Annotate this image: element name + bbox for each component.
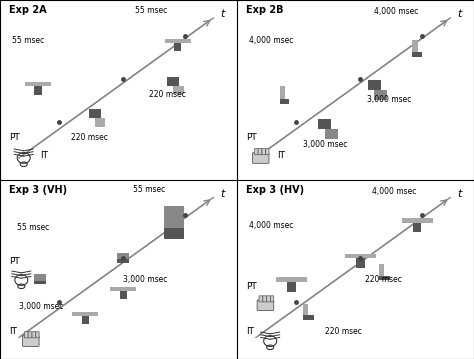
Bar <box>118 259 129 263</box>
Text: 220 msec: 220 msec <box>365 275 402 284</box>
Bar <box>412 52 422 57</box>
Text: t: t <box>220 9 225 19</box>
FancyBboxPatch shape <box>257 300 274 311</box>
Text: IT: IT <box>40 151 48 160</box>
Bar <box>25 82 51 86</box>
Bar <box>167 77 179 86</box>
FancyBboxPatch shape <box>36 332 39 338</box>
Bar <box>35 274 46 284</box>
Bar <box>164 228 183 239</box>
Text: 3,000 msec: 3,000 msec <box>123 275 168 284</box>
Text: t: t <box>457 189 462 199</box>
Bar <box>413 223 421 233</box>
Bar <box>368 80 381 90</box>
Text: IT: IT <box>246 327 255 336</box>
FancyBboxPatch shape <box>32 332 36 338</box>
FancyBboxPatch shape <box>259 296 263 302</box>
FancyBboxPatch shape <box>254 149 258 155</box>
FancyBboxPatch shape <box>263 296 266 302</box>
Text: Exp 3 (HV): Exp 3 (HV) <box>246 185 305 195</box>
Text: PT: PT <box>246 282 257 291</box>
Bar <box>280 99 290 104</box>
Bar <box>325 129 337 139</box>
Bar <box>34 86 42 94</box>
Bar <box>72 312 98 316</box>
Bar <box>118 253 129 263</box>
Bar <box>280 86 285 104</box>
Text: 55 msec: 55 msec <box>133 185 165 194</box>
Text: 3,000 msec: 3,000 msec <box>19 302 64 311</box>
Text: Exp 2A: Exp 2A <box>9 5 47 15</box>
FancyBboxPatch shape <box>265 149 269 155</box>
Bar <box>82 316 89 324</box>
Text: PT: PT <box>246 133 257 142</box>
Bar <box>379 264 384 280</box>
Bar <box>287 282 296 292</box>
Text: 220 msec: 220 msec <box>325 327 362 336</box>
Bar <box>174 43 182 51</box>
Bar <box>89 109 100 118</box>
Bar <box>119 291 127 299</box>
FancyBboxPatch shape <box>28 332 32 338</box>
Bar <box>356 258 365 269</box>
Bar <box>110 287 137 291</box>
Text: 4,000 msec: 4,000 msec <box>249 36 293 45</box>
Text: Exp 3 (VH): Exp 3 (VH) <box>9 185 68 195</box>
Text: 4,000 msec: 4,000 msec <box>249 221 293 230</box>
Bar <box>303 304 308 320</box>
Text: 4,000 msec: 4,000 msec <box>374 8 419 17</box>
Text: 55 msec: 55 msec <box>17 223 49 232</box>
Text: 3,000 msec: 3,000 msec <box>367 95 412 104</box>
Text: 3,000 msec: 3,000 msec <box>303 140 348 149</box>
Bar <box>276 277 307 282</box>
Bar <box>303 315 314 320</box>
Bar <box>173 86 184 94</box>
FancyBboxPatch shape <box>270 296 274 302</box>
FancyBboxPatch shape <box>258 149 262 155</box>
FancyBboxPatch shape <box>25 332 28 338</box>
FancyBboxPatch shape <box>266 296 270 302</box>
Bar <box>379 276 390 280</box>
Bar <box>412 40 418 57</box>
Bar <box>402 218 432 223</box>
Text: t: t <box>220 189 225 199</box>
Text: IT: IT <box>9 327 18 336</box>
FancyBboxPatch shape <box>262 149 265 155</box>
FancyBboxPatch shape <box>252 153 269 163</box>
Text: PT: PT <box>9 257 20 266</box>
Bar <box>318 119 331 129</box>
Bar <box>345 254 375 258</box>
Bar <box>95 118 105 126</box>
Bar <box>164 39 191 43</box>
Text: 55 msec: 55 msec <box>12 36 44 45</box>
Text: Exp 2B: Exp 2B <box>246 5 284 15</box>
Bar <box>35 281 46 284</box>
Text: 55 msec: 55 msec <box>135 6 167 15</box>
Text: 220 msec: 220 msec <box>71 133 108 142</box>
Text: 4,000 msec: 4,000 msec <box>372 187 417 196</box>
Text: 220 msec: 220 msec <box>149 90 186 99</box>
Text: t: t <box>457 9 462 19</box>
Bar <box>374 90 387 99</box>
FancyBboxPatch shape <box>23 336 39 346</box>
Text: PT: PT <box>9 133 20 142</box>
Text: IT: IT <box>277 151 285 160</box>
Bar <box>164 206 183 239</box>
